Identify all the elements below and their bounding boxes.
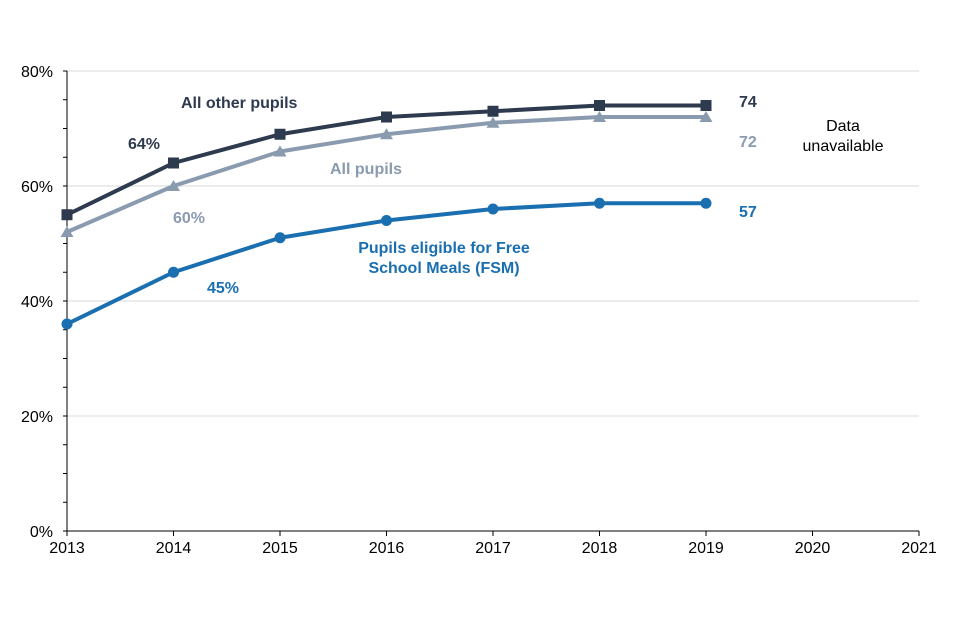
data-point-triangle — [486, 116, 500, 128]
x-tick-label: 2021 — [901, 540, 937, 557]
point-label-fsm-2014: 45% — [207, 280, 239, 297]
data-point-square — [487, 105, 499, 117]
data-point-circle — [168, 266, 179, 278]
data-point-square — [61, 209, 73, 221]
y-axis-ticks: 0% 20% 40% 60% 80% — [21, 64, 67, 541]
series-2 — [61, 197, 712, 330]
series-0 — [61, 100, 712, 221]
x-tick-label: 2015 — [262, 540, 298, 557]
data-unavailable-note-line2: unavailable — [803, 138, 884, 155]
data-point-circle — [61, 318, 73, 330]
x-tick-label: 2017 — [475, 540, 511, 557]
data-point-circle — [594, 197, 605, 209]
gridlines — [67, 70, 919, 417]
y-tick-label: 60% — [21, 179, 53, 196]
data-point-circle — [274, 232, 286, 244]
x-tick-label: 2019 — [688, 540, 724, 557]
point-label-all-pupils-2014: 60% — [173, 210, 205, 227]
x-axis-ticks: 2013 2014 2015 2016 2017 2018 2019 2020 2021 — [49, 531, 937, 557]
series-1 — [60, 111, 713, 237]
series-group — [60, 100, 713, 330]
data-point-triangle — [380, 128, 393, 140]
data-point-circle — [487, 203, 499, 215]
y-tick-label: 40% — [21, 294, 53, 311]
data-point-triangle — [60, 226, 74, 237]
data-point-triangle — [273, 145, 287, 157]
data-point-triangle — [593, 111, 606, 122]
series-label-all-other-pupils: All other pupils — [181, 95, 298, 112]
end-label-fsm: 57 — [739, 204, 757, 221]
data-point-circle — [700, 197, 712, 209]
y-tick-label: 80% — [21, 64, 53, 81]
y-tick-label: 0% — [30, 524, 53, 541]
series-label-all-pupils: All pupils — [330, 161, 402, 178]
x-tick-label: 2016 — [369, 540, 405, 557]
series-label-fsm-line2: School Meals (FSM) — [368, 260, 519, 277]
end-label-all-other: 74 — [739, 94, 757, 111]
data-unavailable-note-line1: Data — [826, 118, 860, 135]
x-tick-label: 2014 — [156, 540, 192, 557]
data-point-square — [274, 128, 286, 140]
data-point-square — [381, 111, 392, 123]
point-label-all-other-2014: 64% — [128, 136, 160, 153]
data-point-triangle — [167, 180, 180, 191]
data-point-circle — [381, 215, 392, 226]
y-tick-label: 20% — [21, 409, 53, 426]
end-label-all-pupils: 72 — [739, 134, 757, 151]
series-label-fsm-line1: Pupils eligible for Free — [358, 240, 530, 257]
data-point-triangle — [699, 111, 713, 122]
x-tick-label: 2013 — [49, 540, 85, 557]
x-tick-label: 2018 — [582, 540, 618, 557]
data-point-square — [594, 100, 605, 111]
x-tick-label: 2020 — [795, 540, 831, 557]
data-point-square — [168, 157, 179, 169]
data-point-square — [700, 100, 712, 111]
